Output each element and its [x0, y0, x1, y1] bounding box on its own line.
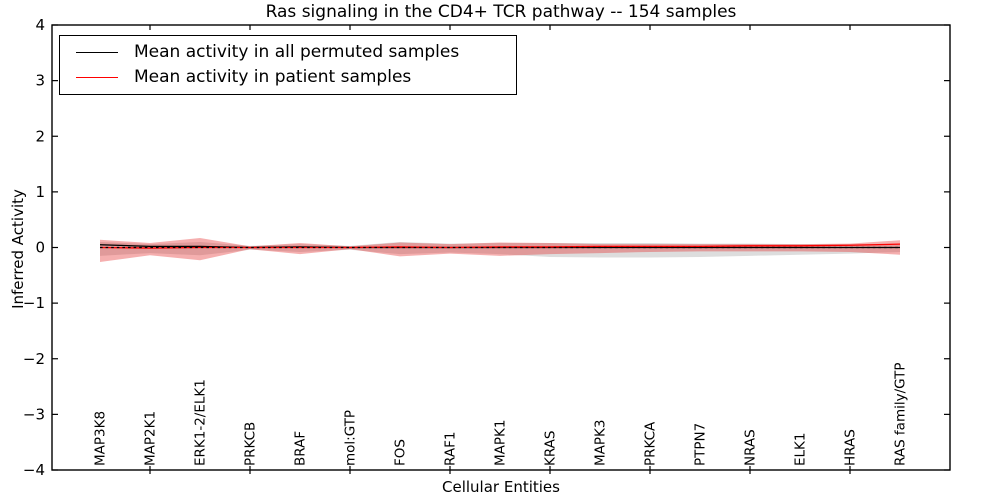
legend-label: Mean activity in patient samples — [134, 67, 412, 88]
y-tick-label: 3 — [35, 72, 45, 90]
legend-entry-permuted: Mean activity in all permuted samples — [60, 43, 516, 62]
y-tick-label: −1 — [23, 294, 45, 312]
y-tick-label: −4 — [23, 461, 45, 479]
x-tick-label: ERK1-2/ELK1 — [193, 379, 209, 466]
x-tick-label: PTPN7 — [693, 423, 709, 466]
y-tick-label: 1 — [35, 183, 45, 201]
x-tick-label: KRAS — [543, 431, 559, 467]
x-tick-label: MAP3K8 — [93, 411, 109, 466]
legend-entry-patient: Mean activity in patient samples — [60, 68, 516, 87]
legend-box: Mean activity in all permuted samples Me… — [59, 35, 517, 95]
x-tick-label: MAPK3 — [593, 420, 609, 466]
x-tick-label: PRKCA — [643, 421, 659, 466]
y-tick-label: −2 — [23, 350, 45, 368]
patient-samples-std-band — [100, 238, 900, 262]
x-tick-label: FOS — [393, 439, 409, 466]
x-tick-label: HRAS — [843, 429, 859, 466]
x-tick-label: RAS family/GTP — [893, 362, 909, 466]
x-tick-label: MAPK1 — [493, 420, 509, 466]
y-tick-label: −3 — [23, 405, 45, 423]
legend-line-red — [76, 77, 118, 79]
legend-line-black — [76, 51, 118, 53]
legend-label: Mean activity in all permuted samples — [134, 41, 460, 62]
x-tick-label: mol:GTP — [343, 410, 359, 466]
plot-title: Ras signaling in the CD4+ TCR pathway --… — [265, 2, 737, 22]
y-tick-label: 4 — [35, 16, 45, 34]
y-axis-title: Inferred Activity — [9, 189, 27, 309]
x-tick-label: BRAF — [293, 431, 309, 466]
y-tick-label: 0 — [35, 239, 45, 257]
x-axis-title: Cellular Entities — [442, 478, 560, 496]
x-tick-label: PRKCB — [243, 422, 259, 466]
x-tick-label: RAF1 — [443, 432, 459, 466]
x-tick-label: MAP2K1 — [143, 411, 159, 466]
x-tick-label: NRAS — [743, 429, 759, 466]
x-tick-label: ELK1 — [793, 433, 809, 467]
y-tick-label: 2 — [35, 127, 45, 145]
